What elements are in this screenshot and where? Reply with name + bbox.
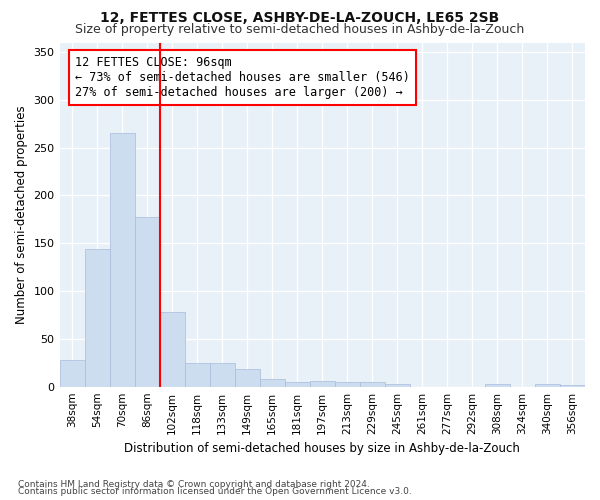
Bar (134, 216, 160, 386)
Bar (160, 312, 185, 386)
Text: Size of property relative to semi-detached houses in Ashby-de-la-Zouch: Size of property relative to semi-detach… (76, 22, 524, 36)
Text: Contains HM Land Registry data © Crown copyright and database right 2024.: Contains HM Land Registry data © Crown c… (18, 480, 370, 489)
Bar (85, 249, 110, 386)
Bar (235, 370, 260, 386)
Text: Contains public sector information licensed under the Open Government Licence v3: Contains public sector information licen… (18, 487, 412, 496)
Bar (59, 360, 85, 386)
Bar (209, 363, 235, 386)
Bar (560, 385, 585, 386)
Bar (185, 363, 209, 386)
Bar (385, 384, 410, 386)
Bar (260, 379, 285, 386)
Bar (360, 382, 385, 386)
Bar (285, 382, 310, 386)
X-axis label: Distribution of semi-detached houses by size in Ashby-de-la-Zouch: Distribution of semi-detached houses by … (124, 442, 520, 455)
Bar (335, 382, 360, 386)
Bar (535, 384, 560, 386)
Bar (110, 134, 134, 386)
Text: 12 FETTES CLOSE: 96sqm
← 73% of semi-detached houses are smaller (546)
27% of se: 12 FETTES CLOSE: 96sqm ← 73% of semi-det… (76, 56, 410, 100)
Bar (310, 381, 335, 386)
Y-axis label: Number of semi-detached properties: Number of semi-detached properties (15, 106, 28, 324)
Text: 12, FETTES CLOSE, ASHBY-DE-LA-ZOUCH, LE65 2SB: 12, FETTES CLOSE, ASHBY-DE-LA-ZOUCH, LE6… (100, 11, 500, 25)
Bar (485, 384, 510, 386)
